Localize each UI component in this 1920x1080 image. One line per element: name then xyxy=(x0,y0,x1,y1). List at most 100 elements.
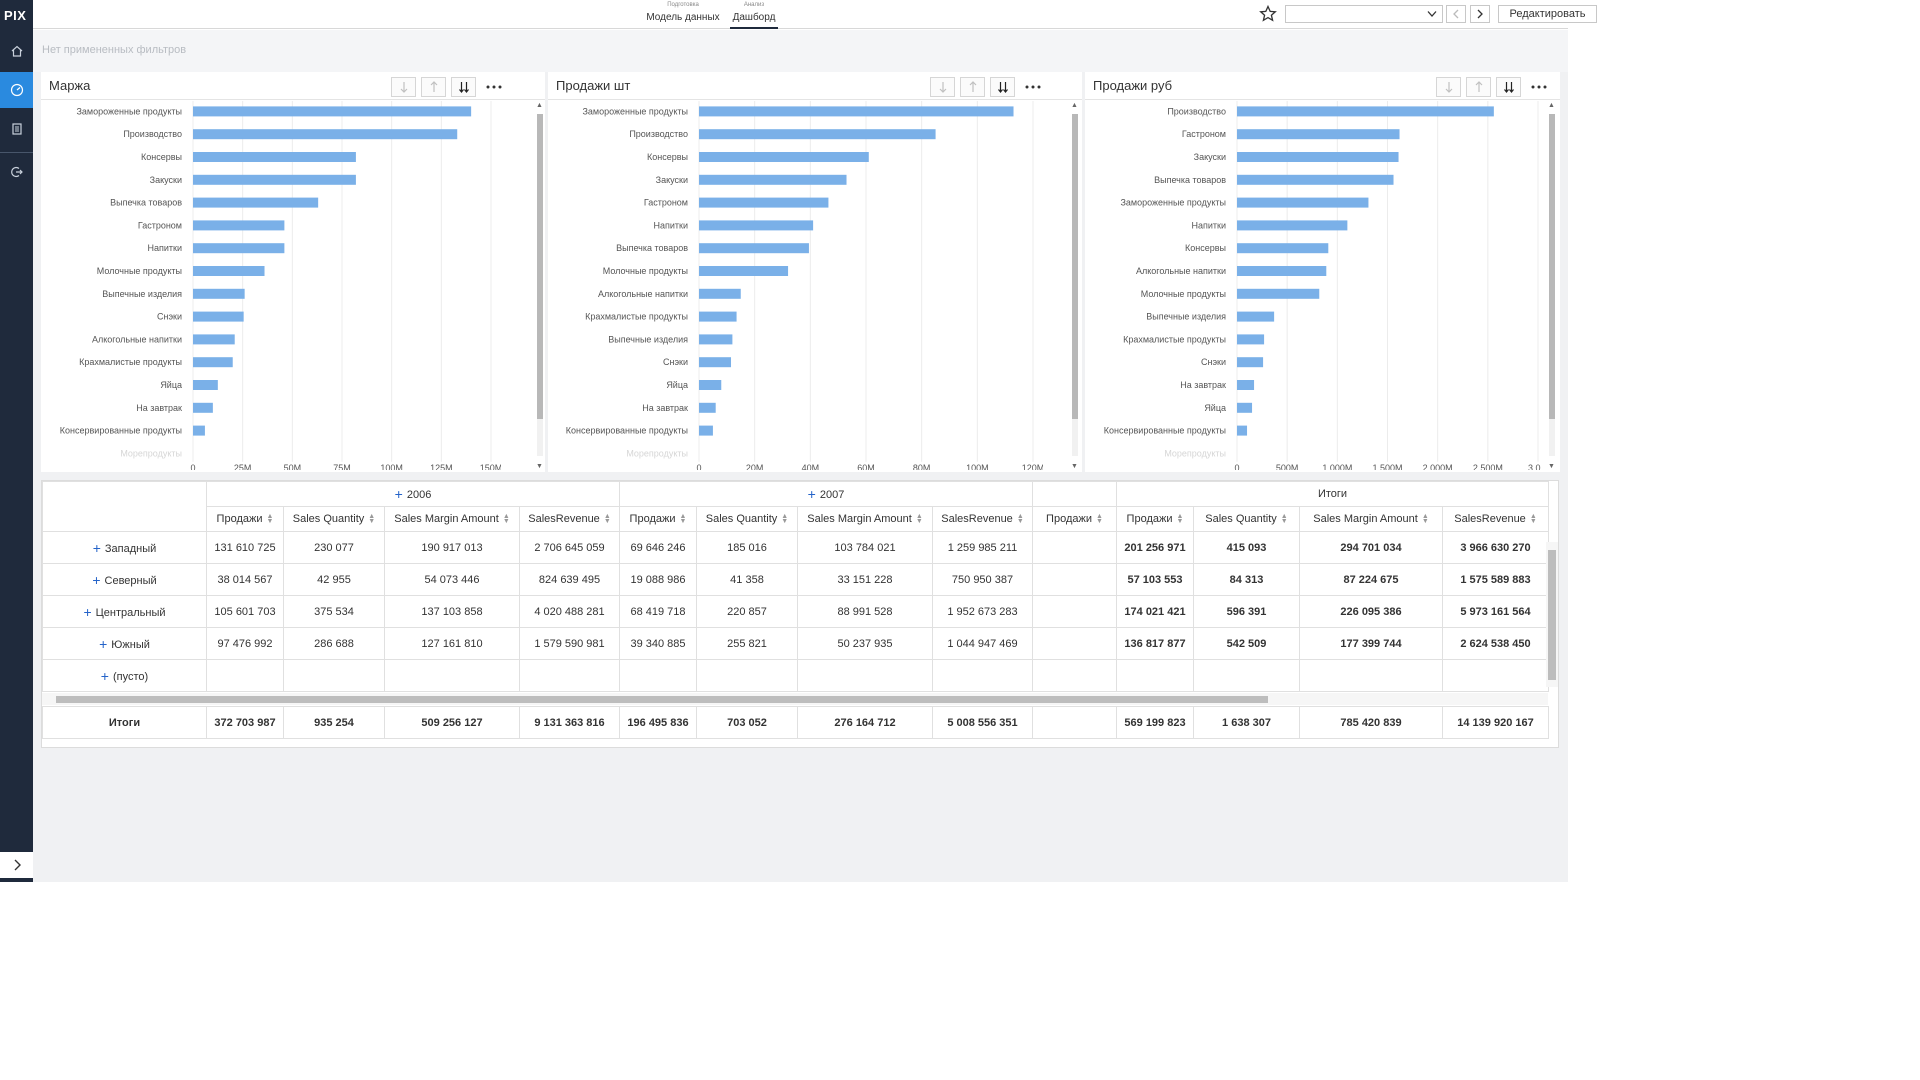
measure-header[interactable]: Sales Margin Amount ▲ ▼ xyxy=(384,506,520,532)
bar[interactable] xyxy=(699,334,733,345)
dashboard-select[interactable] xyxy=(1285,5,1443,23)
bar[interactable] xyxy=(699,197,829,208)
scroll-up-icon[interactable]: ▲ xyxy=(536,102,543,109)
scroll-up-icon[interactable]: ▲ xyxy=(1071,102,1078,109)
sidebar-expand-button[interactable] xyxy=(0,852,33,878)
scroll-down-icon[interactable]: ▼ xyxy=(536,463,543,470)
row-header[interactable]: + Центральный xyxy=(42,595,207,628)
sort-icon[interactable]: ▲ ▼ xyxy=(679,513,687,526)
scroll-thumb[interactable] xyxy=(1548,550,1556,680)
tab-data-model[interactable]: Подготовка Модель данных xyxy=(639,0,727,29)
measure-header[interactable]: Sales Margin Amount ▲ ▼ xyxy=(797,506,933,532)
bar[interactable] xyxy=(699,402,716,413)
scroll-thumb[interactable] xyxy=(1072,114,1078,419)
bar[interactable] xyxy=(193,311,244,322)
bar[interactable] xyxy=(1237,311,1275,322)
year-group-2007[interactable]: +2007 xyxy=(619,481,1033,507)
bar[interactable] xyxy=(193,357,233,368)
bar[interactable] xyxy=(193,402,213,413)
bar[interactable] xyxy=(1237,425,1248,436)
measure-header[interactable]: Продажи ▲ ▼ xyxy=(619,506,697,532)
bar[interactable] xyxy=(699,129,936,140)
bar[interactable] xyxy=(193,129,458,140)
sort-icon[interactable]: ▲ ▼ xyxy=(1016,513,1024,526)
measure-header[interactable]: Продажи ▲ ▼ xyxy=(206,506,284,532)
scroll-thumb[interactable] xyxy=(537,114,543,419)
scroll-down-icon[interactable]: ▼ xyxy=(1548,463,1555,470)
bar[interactable] xyxy=(1237,220,1348,231)
expand-plus-icon[interactable]: + xyxy=(100,667,109,684)
expand-plus-icon[interactable]: + xyxy=(807,486,816,502)
chart-menu-button[interactable] xyxy=(481,77,506,97)
sidebar-dashboard-button[interactable] xyxy=(0,72,33,108)
sort-icon[interactable]: ▲ ▼ xyxy=(1280,513,1288,526)
sort-icon[interactable]: ▲ ▼ xyxy=(368,513,376,526)
chart-scrollbar[interactable]: ▲ ▼ xyxy=(1070,102,1080,470)
bar[interactable] xyxy=(1237,380,1255,390)
bar[interactable] xyxy=(1237,288,1320,299)
bar[interactable] xyxy=(699,106,1014,117)
bar[interactable] xyxy=(193,425,205,436)
measure-header[interactable]: Sales Margin Amount ▲ ▼ xyxy=(1299,506,1443,532)
measure-header[interactable]: SalesRevenue ▲ ▼ xyxy=(1442,506,1549,532)
bar[interactable] xyxy=(1237,243,1329,254)
edit-button[interactable]: Редактировать xyxy=(1498,5,1597,23)
year-group-2006[interactable]: +2006 xyxy=(206,481,620,507)
bar[interactable] xyxy=(1237,174,1394,185)
measure-header[interactable]: Продажи ▲ ▼ xyxy=(1116,506,1194,532)
bar[interactable] xyxy=(1237,334,1265,345)
chart-menu-button[interactable] xyxy=(1526,77,1551,97)
sort-ascending-button[interactable] xyxy=(1436,77,1461,97)
bar[interactable] xyxy=(1237,106,1494,117)
bar[interactable] xyxy=(193,334,235,345)
measure-header[interactable]: SalesRevenue ▲ ▼ xyxy=(519,506,620,532)
bar[interactable] xyxy=(193,380,218,390)
favorite-button[interactable] xyxy=(1258,4,1278,24)
chart-scrollbar[interactable]: ▲ ▼ xyxy=(1547,102,1557,470)
bar[interactable] xyxy=(193,220,285,231)
prev-button[interactable] xyxy=(1446,5,1466,23)
bar[interactable] xyxy=(1237,266,1327,276)
row-header[interactable]: + Западный xyxy=(42,531,207,564)
bar[interactable] xyxy=(699,266,789,276)
bar[interactable] xyxy=(699,288,741,299)
expand-plus-icon[interactable]: + xyxy=(99,635,108,652)
sort-icon[interactable]: ▲ ▼ xyxy=(781,513,789,526)
bar[interactable] xyxy=(699,311,737,322)
sort-icon[interactable]: ▲ ▼ xyxy=(502,513,510,526)
measure-header[interactable]: Sales Quantity ▲ ▼ xyxy=(696,506,798,532)
measure-header-partial[interactable]: Продажи ▲ ▼ xyxy=(1032,506,1117,532)
bar[interactable] xyxy=(1237,152,1399,162)
measure-header[interactable]: Sales Quantity ▲ ▼ xyxy=(283,506,385,532)
bar[interactable] xyxy=(1237,402,1253,413)
sort-toggle-button[interactable] xyxy=(1496,77,1521,97)
chart-scrollbar[interactable]: ▲ ▼ xyxy=(535,102,545,470)
expand-plus-icon[interactable]: + xyxy=(83,603,92,620)
bar[interactable] xyxy=(193,197,319,208)
expand-plus-icon[interactable]: + xyxy=(394,486,403,502)
sort-toggle-button[interactable] xyxy=(990,77,1015,97)
bar[interactable] xyxy=(699,357,732,368)
bar[interactable] xyxy=(193,174,356,185)
sort-icon[interactable]: ▲ ▼ xyxy=(603,513,611,526)
row-header[interactable]: + (пусто) xyxy=(42,659,207,692)
bar[interactable] xyxy=(699,220,814,231)
scroll-thumb[interactable] xyxy=(1549,114,1555,419)
bar[interactable] xyxy=(699,174,847,185)
bar[interactable] xyxy=(699,380,722,390)
sort-icon[interactable]: ▲ ▼ xyxy=(1421,513,1429,526)
sort-descending-button[interactable] xyxy=(960,77,985,97)
sort-ascending-button[interactable] xyxy=(930,77,955,97)
scroll-down-icon[interactable]: ▼ xyxy=(1071,463,1078,470)
bar[interactable] xyxy=(193,152,356,162)
chart-menu-button[interactable] xyxy=(1020,77,1045,97)
sort-toggle-button[interactable] xyxy=(451,77,476,97)
expand-plus-icon[interactable]: + xyxy=(92,571,101,588)
sort-descending-button[interactable] xyxy=(421,77,446,97)
measure-header[interactable]: Sales Quantity ▲ ▼ xyxy=(1193,506,1300,532)
bar[interactable] xyxy=(1237,197,1369,208)
bar[interactable] xyxy=(1237,129,1400,140)
row-header[interactable]: + Северный xyxy=(42,563,207,596)
next-button[interactable] xyxy=(1470,5,1490,23)
sort-icon[interactable]: ▲ ▼ xyxy=(1176,513,1184,526)
